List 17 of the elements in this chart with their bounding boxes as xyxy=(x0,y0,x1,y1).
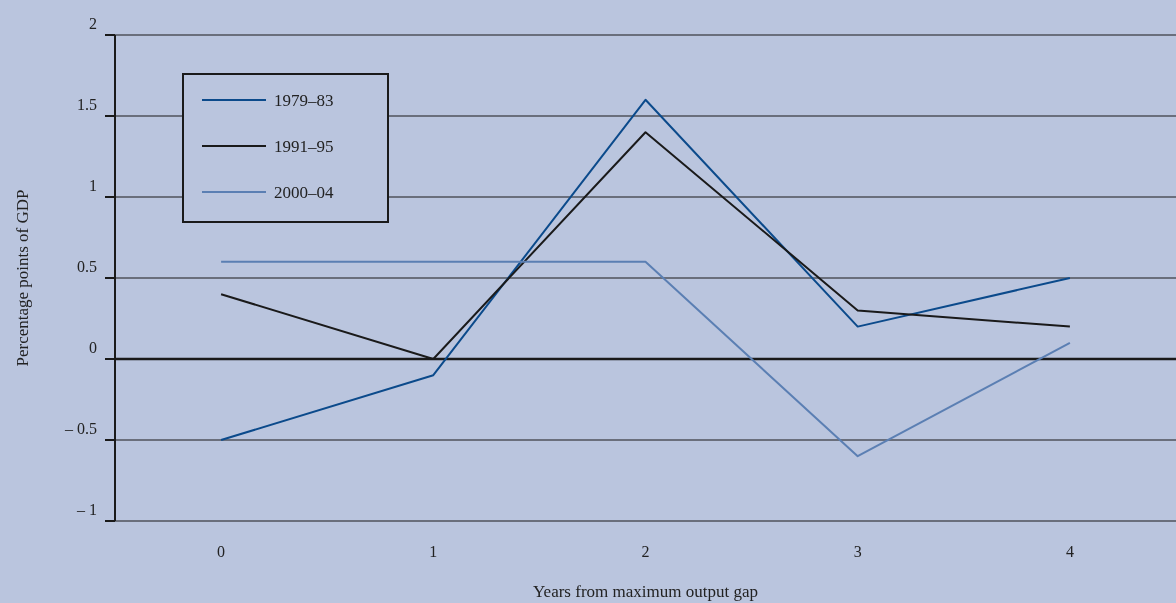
y-tick-label: 0.5 xyxy=(77,258,97,275)
x-tick-label: 2 xyxy=(641,543,650,560)
legend-label: 1991–95 xyxy=(274,137,334,156)
x-axis-title: Years from maximum output gap xyxy=(533,582,758,601)
y-tick-label: 1.5 xyxy=(77,96,97,113)
legend-label: 2000–04 xyxy=(274,183,334,202)
y-tick-label: – 1 xyxy=(76,501,97,518)
legend-label: 1979–83 xyxy=(274,91,334,110)
y-tick-label: 0 xyxy=(89,339,97,356)
x-tick-label: 4 xyxy=(1065,543,1074,560)
y-tick-label: 1 xyxy=(89,177,97,194)
y-tick-label: 2 xyxy=(89,15,97,32)
x-tick-label: 3 xyxy=(853,543,862,560)
x-tick-label: 0 xyxy=(217,543,226,560)
y-tick-label: – 0.5 xyxy=(64,420,97,437)
x-tick-label: 1 xyxy=(429,543,438,560)
y-axis-title: Percentage points of GDP xyxy=(13,189,32,367)
